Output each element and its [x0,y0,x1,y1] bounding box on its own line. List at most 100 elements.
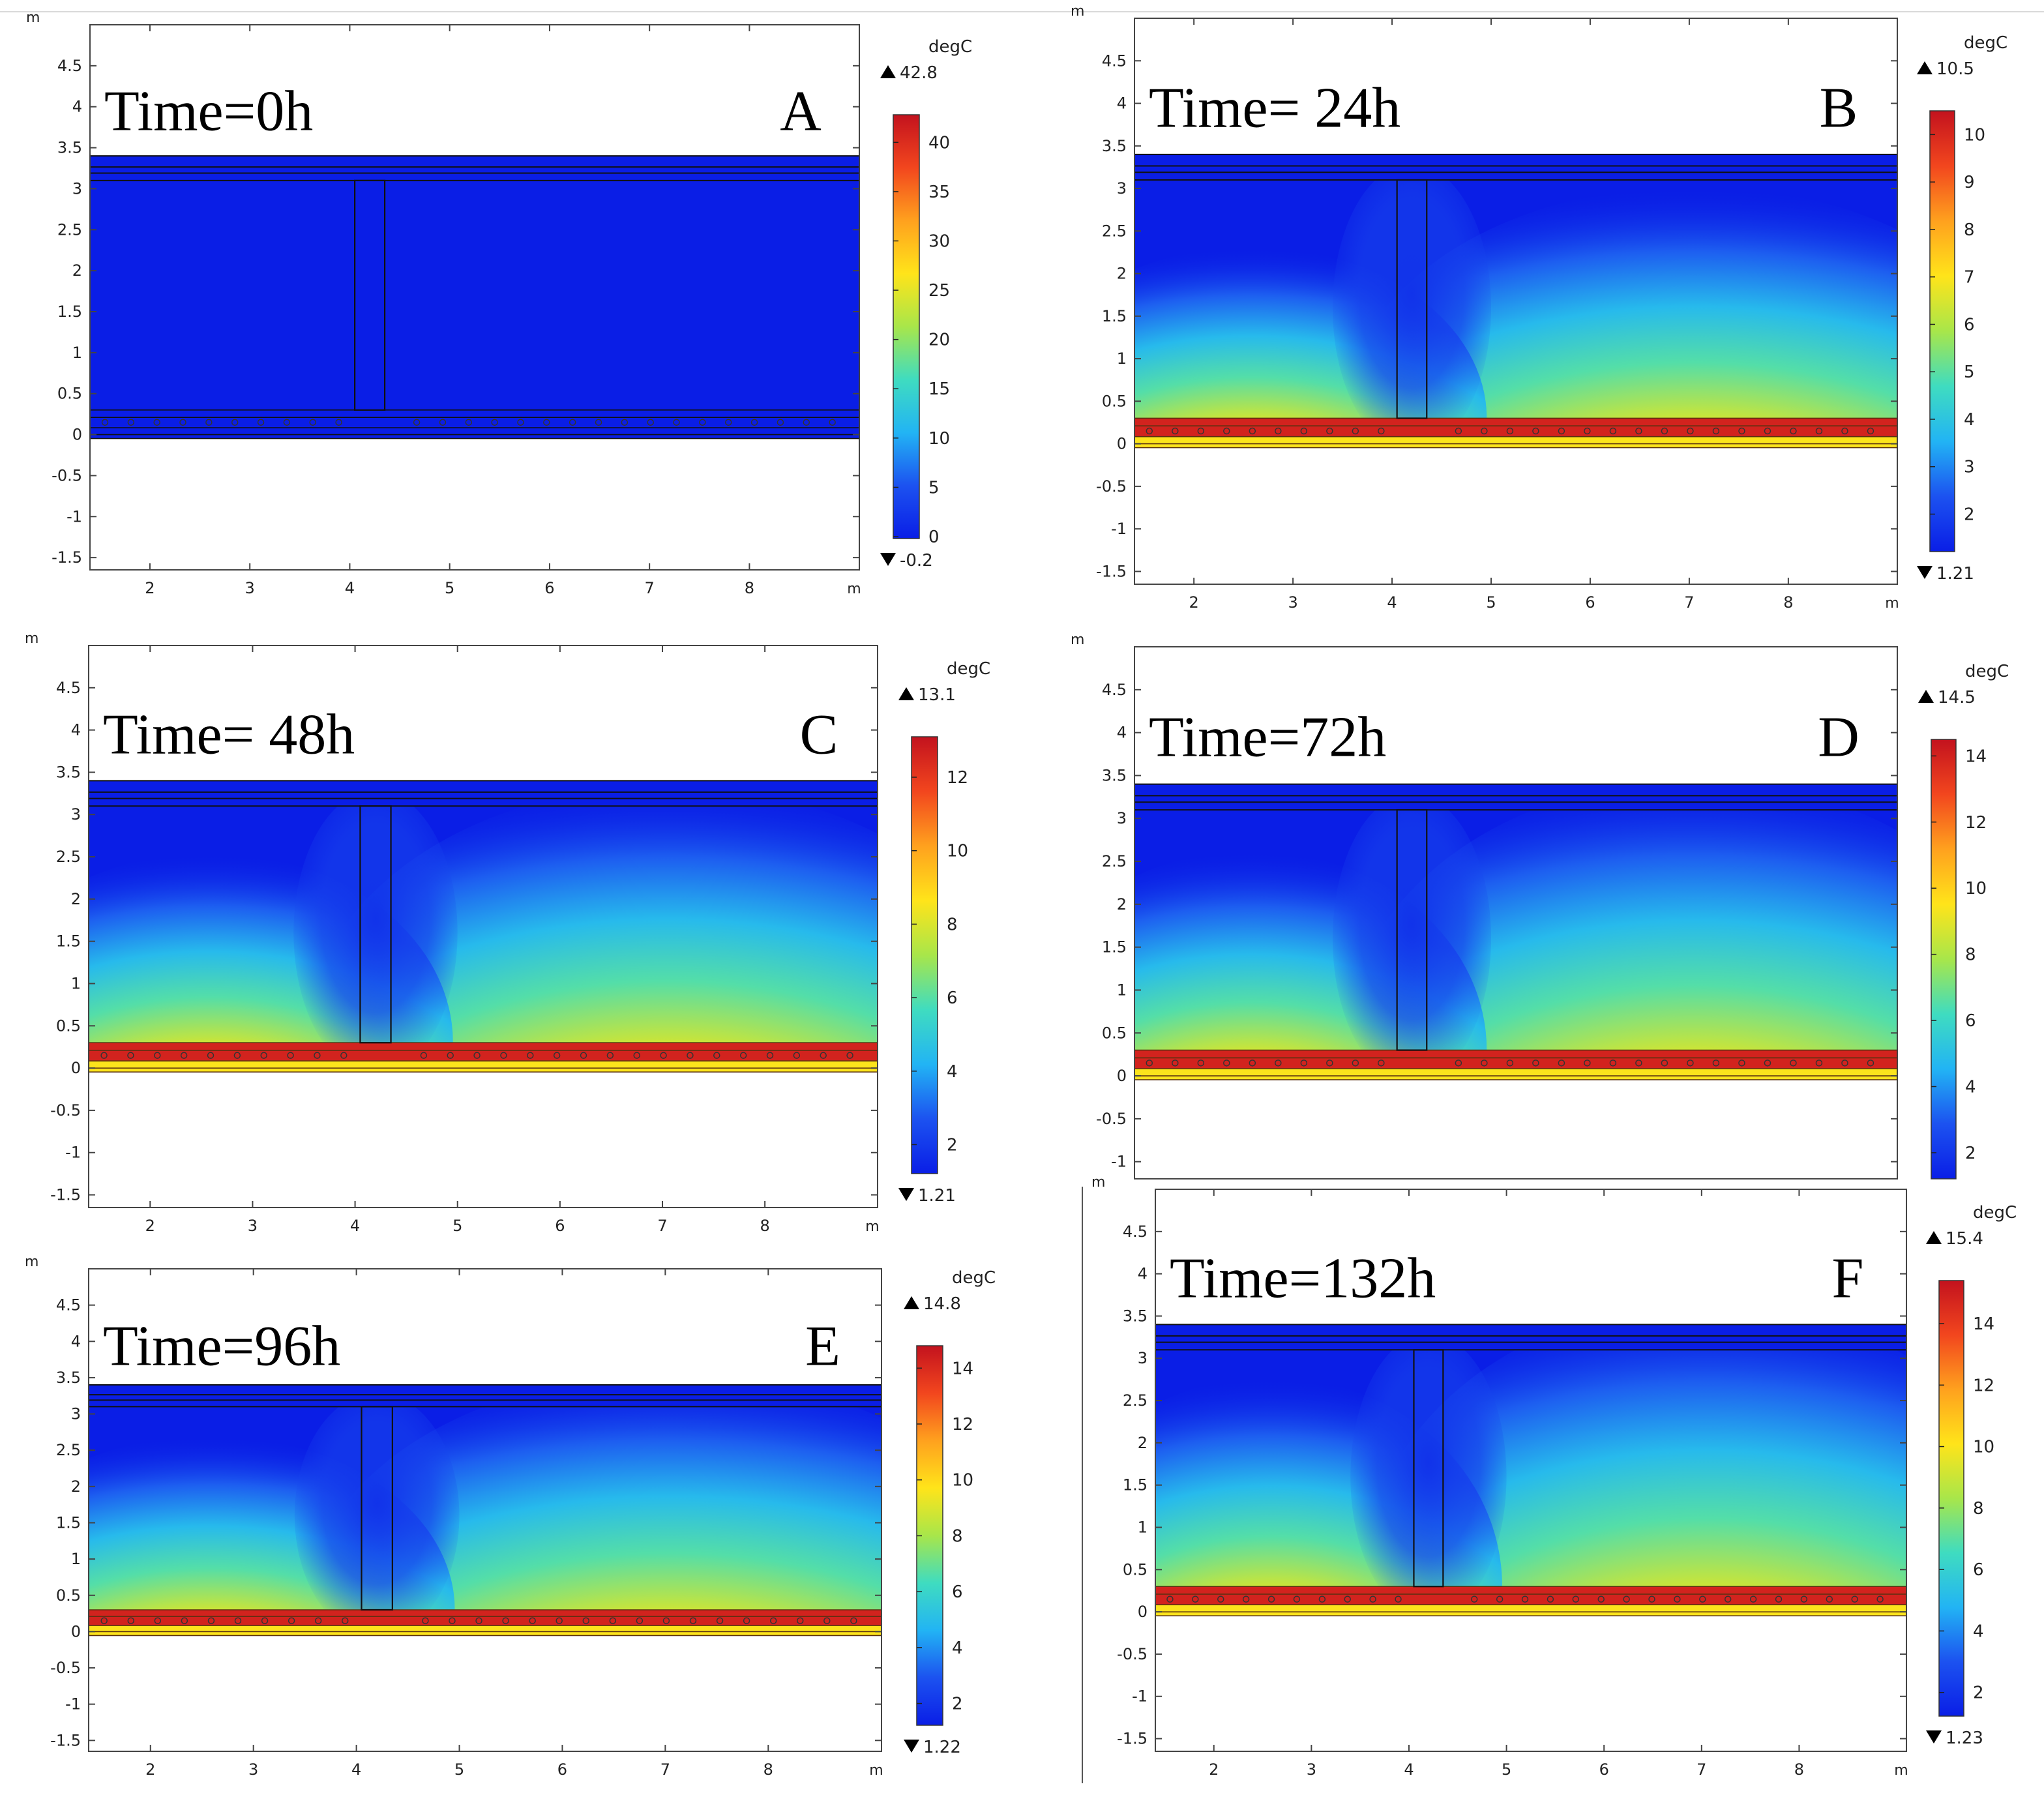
pipe [1635,1060,1642,1067]
max-marker-icon [1926,1231,1942,1244]
pipe [1815,1060,1823,1067]
x-tick-label: 4 [351,1760,361,1779]
y-tick-label: -1 [1111,1153,1127,1171]
colorbar-tick-label: 12 [1965,813,1987,833]
y-tick-label: 2.5 [56,1441,81,1459]
pipe [823,1617,831,1624]
y-unit-label: m [25,630,38,647]
y-tick-label: 0.5 [1123,1560,1148,1579]
colorbar-tick-label: 3 [1964,458,1975,477]
x-unit-label: m [1885,595,1899,612]
bed-layer-hot [89,1610,881,1626]
colorbar-unit: degC [1973,1203,2017,1223]
panel-letter: B [1820,77,1858,140]
pipe [633,1052,640,1059]
colorbar-max-label: 15.4 [1946,1229,1983,1249]
pipe [1146,1060,1153,1067]
field-base [90,180,859,410]
colorbar-tick-label: 25 [928,281,950,301]
bed-layer-hot [1134,1050,1897,1069]
partition-wall [1396,808,1428,1051]
colorbar-max-label: 13.1 [918,685,956,705]
pipe [636,1617,644,1624]
y-unit-label: m [1091,1174,1105,1191]
y-tick-label: -0.5 [1096,1110,1127,1128]
pipe [1506,427,1514,435]
y-tick-label: 2.5 [1102,852,1127,870]
y-tick-label: 0.5 [56,1586,81,1605]
y-tick-label: 2 [71,890,81,908]
time-label: Time= 48h [103,704,355,767]
colorbar-gradient [893,114,920,539]
x-tick-label: 3 [248,1217,258,1235]
min-marker-icon [1917,566,1933,579]
pipe [1790,427,1797,435]
x-tick-label: 8 [763,1760,773,1779]
colorbar-min-label: 1.21 [1936,564,1974,584]
pipe [180,1052,188,1059]
colorbar-tick-label: 6 [1973,1560,1984,1580]
time-label: Time=72h [1149,706,1386,769]
temperature-field [90,180,859,410]
pipe [127,1052,134,1059]
pipe [473,1052,481,1059]
pipe [1455,1060,1462,1067]
pipe [1369,1595,1376,1603]
pipe [846,1052,853,1059]
x-tick-label: 3 [1307,1760,1316,1779]
y-tick-label: -1 [65,1144,81,1162]
y-tick-label: 1.5 [57,303,82,321]
pipe [582,1617,590,1624]
pipe [716,1617,724,1624]
colorbar-tick-label: 35 [928,183,950,202]
heating-bed [1134,1049,1897,1080]
x-tick-label: 7 [1684,593,1694,612]
colorbar-min-label: 1.21 [918,1186,956,1206]
pipe [1166,1595,1174,1603]
y-tick-label: 4.5 [1123,1223,1148,1241]
pipe [1584,1060,1591,1067]
time-label: Time= 24h [1149,77,1400,140]
colorbar-tick-label: 4 [1964,410,1975,430]
panel-letter: C [800,704,838,767]
y-tick-label: 3.5 [56,1369,81,1387]
y-tick-label: 3.5 [1102,766,1127,784]
y-tick-label: -1.5 [1117,1730,1148,1748]
pipe [1455,427,1462,435]
y-tick-label: 3 [1117,809,1127,827]
bed-layer-base [1134,436,1897,448]
y-tick-label: 3 [71,1405,81,1423]
y-tick-label: -1.5 [1096,562,1127,580]
pipe [475,1617,482,1624]
pipe [1867,1060,1874,1067]
pipe [1326,1060,1333,1067]
x-tick-label: 4 [1404,1760,1414,1779]
colorbar: degC 14.8 1.22 2 4 6 8 10 12 14 [904,1268,996,1757]
colorbar-tick-label: 40 [928,133,950,153]
y-tick-label: 0.5 [1102,1024,1127,1042]
temperature-field [89,806,878,1043]
pipe [647,419,654,426]
colorbar-tick-label: 15 [928,379,950,399]
pipe [1267,1595,1275,1603]
x-tick-label: 6 [557,1760,567,1779]
pipe [660,1052,667,1059]
max-marker-icon [898,687,914,700]
y-tick-label: -0.5 [1117,1645,1148,1663]
cold-plume [1332,180,1491,419]
colorbar: degC 13.1 1.21 2 4 6 8 10 12 [898,659,990,1206]
colorbar-tick-label: 2 [1973,1684,1984,1703]
pipe [1687,427,1694,435]
pipe [1352,1060,1359,1067]
colorbar-tick-label: 8 [1973,1499,1984,1519]
colorbar-tick-label: 14 [952,1359,973,1378]
pipe [283,419,291,426]
colorbar-tick-label: 2 [1964,505,1975,525]
panel-C: 4.5 4 3.5 3 2.5 2 1.5 1 0.5 0 -0.5 -1 -1.5 m 2 3 4 5 6 7 8 m T… [25,630,990,1235]
heating-bed [90,409,859,439]
pipe [422,1617,429,1624]
pipe [500,1052,507,1059]
pipe [777,419,784,426]
y-tick-label: -1 [67,507,82,526]
bed-layer-hot [1134,418,1897,437]
